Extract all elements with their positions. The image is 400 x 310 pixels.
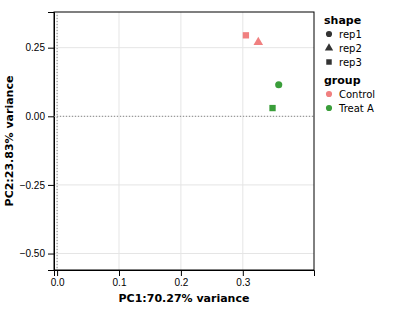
axis-line xyxy=(55,271,315,277)
tick: −0.50 xyxy=(20,248,54,259)
x-axis: 0.0 0.1 0.2 0.3 xyxy=(51,270,315,288)
tick-label: 0.0 xyxy=(51,277,65,288)
reference-line xyxy=(54,116,314,117)
plot-frame xyxy=(54,12,314,270)
grid-line xyxy=(180,12,181,270)
x-axis-title: PC1:70.27% variance xyxy=(119,292,250,305)
tick-label: 0.25 xyxy=(26,42,46,53)
tick-label: 0.3 xyxy=(236,277,250,288)
tick: −0.25 xyxy=(20,180,54,191)
y-axis: −0.50 −0.25 0.00 0.25 xyxy=(20,13,55,271)
legend-symbol xyxy=(325,43,333,50)
series xyxy=(243,32,263,45)
chart: 0.0 0.1 0.2 0.3 −0.50 −0.25 0.00 0.25 PC1:70.27%… xyxy=(0,0,400,310)
legend-title: group xyxy=(324,74,361,87)
tick-label: 0.00 xyxy=(26,111,46,122)
tick: 0.3 xyxy=(236,270,250,288)
grid-line xyxy=(119,12,120,270)
series xyxy=(269,81,282,111)
tick-mark xyxy=(243,270,244,276)
y-axis-title: PC2:23.83% variance xyxy=(3,76,16,207)
point xyxy=(243,32,249,38)
grid-line xyxy=(54,184,314,185)
grid-line xyxy=(54,116,314,117)
point xyxy=(253,37,263,45)
reference-line xyxy=(57,12,58,270)
tick: 0.1 xyxy=(113,270,127,288)
grid-line xyxy=(242,12,243,270)
tick-mark xyxy=(48,185,54,186)
legend-title: shape xyxy=(324,14,361,27)
legend-symbol xyxy=(326,91,332,97)
legend-label: rep3 xyxy=(339,57,362,68)
legend-symbol xyxy=(326,105,332,111)
tick-label: −0.25 xyxy=(20,180,46,191)
grid-line xyxy=(54,47,314,48)
grid-line xyxy=(57,12,58,270)
tick-mark xyxy=(119,270,120,276)
tick: 0.2 xyxy=(174,270,188,288)
tick: 0.25 xyxy=(26,42,54,53)
grid-line xyxy=(54,253,314,254)
tick-mark xyxy=(48,116,54,117)
tick-mark xyxy=(181,270,182,276)
grid xyxy=(54,12,314,270)
legend-label: Treat A xyxy=(338,103,374,114)
tick: 0.0 xyxy=(51,270,65,288)
point xyxy=(269,105,275,111)
legend-label: Control xyxy=(339,89,375,100)
tick-label: −0.50 xyxy=(20,248,46,259)
tick-mark xyxy=(57,270,58,276)
legend-symbol xyxy=(326,59,331,64)
tick-mark xyxy=(48,254,54,255)
tick-mark xyxy=(48,48,54,49)
legend: shape rep1 rep2 rep3 group Control Treat A xyxy=(324,14,375,114)
legend-symbol xyxy=(326,31,332,37)
tick-label: 0.1 xyxy=(113,277,127,288)
plot-area xyxy=(54,12,314,270)
legend-label: rep2 xyxy=(339,43,362,54)
point xyxy=(275,81,282,88)
axis-line xyxy=(48,13,55,271)
legend-label: rep1 xyxy=(339,29,362,40)
tick-label: 0.2 xyxy=(174,277,188,288)
tick: 0.00 xyxy=(26,111,54,122)
